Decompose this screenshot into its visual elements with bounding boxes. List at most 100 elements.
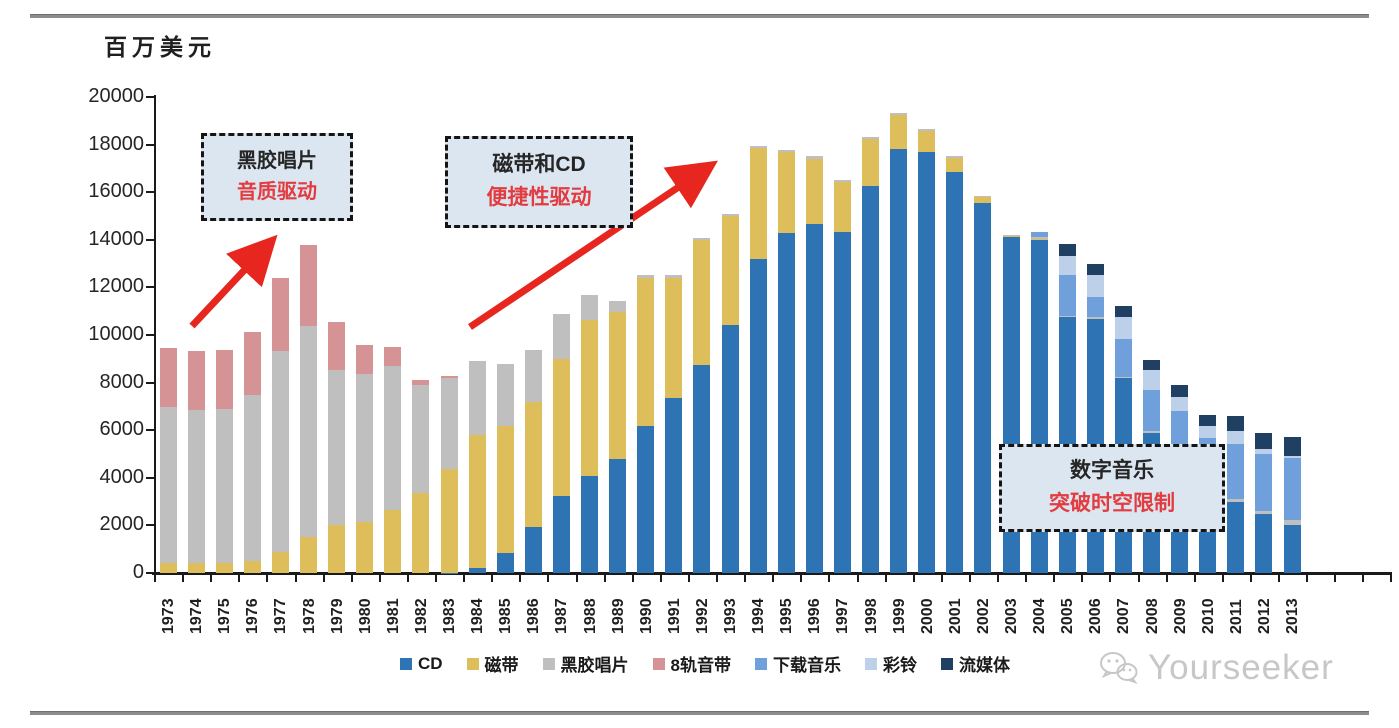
bar-segment-1976 — [243, 394, 261, 562]
bar-segment-1987 — [552, 496, 570, 573]
bar-segment-1998 — [862, 139, 879, 186]
legend-item: 彩铃 — [865, 651, 917, 676]
x-axis-tick — [631, 575, 634, 582]
bar-segment-1985 — [496, 364, 514, 427]
bar-segment-1987 — [552, 313, 570, 360]
x-axis-tick — [800, 575, 803, 582]
x-axis-tick — [350, 575, 353, 582]
bar-segment-2010 — [1199, 426, 1217, 438]
y-axis-unit-label: 百万美元 — [104, 34, 216, 60]
bar-segment-1976 — [243, 332, 261, 395]
bar-segment-1978 — [300, 326, 317, 538]
bar-segment-1997 — [833, 182, 851, 233]
x-axis-tick — [1390, 575, 1393, 582]
bar-segment-2009 — [1171, 384, 1189, 397]
x-axis-tick — [828, 575, 831, 582]
bar-segment-1974 — [187, 351, 205, 410]
watermark-brand: Yourseeker — [1148, 648, 1334, 687]
bar-segment-2009 — [1171, 396, 1189, 412]
x-axis-tick — [1165, 575, 1168, 582]
x-axis-label: 1974 — [188, 598, 206, 634]
bar-segment-2008 — [1143, 360, 1160, 370]
bar-segment-2000 — [918, 128, 936, 131]
bar-segment-2007 — [1114, 376, 1132, 379]
callout-digital-era: 数字音乐 突破时空限制 — [999, 444, 1225, 532]
x-axis-label: 1997 — [834, 598, 852, 634]
x-axis-tick — [519, 575, 522, 582]
bar-segment-2013 — [1283, 519, 1301, 525]
legend-item: CD — [399, 654, 443, 674]
x-axis-tick — [575, 575, 578, 582]
bar-segment-2011 — [1227, 498, 1245, 502]
bar-segment-2006 — [1086, 275, 1104, 297]
y-axis-tick — [146, 238, 154, 241]
watermark: Yourseeker — [1098, 648, 1334, 688]
callout-cd-era: 磁带和CD 便捷性驱动 — [445, 136, 633, 228]
x-axis-tick — [912, 575, 915, 582]
x-axis-tick — [491, 575, 494, 582]
bar-segment-2008 — [1143, 369, 1160, 390]
bar-segment-2000 — [918, 151, 936, 573]
y-axis-tick — [146, 96, 154, 98]
bar-segment-2005 — [1058, 244, 1076, 256]
callout-vinyl-title: 黑胶唱片 — [237, 150, 317, 172]
bar-segment-1980 — [356, 344, 374, 375]
bar-segment-1977 — [271, 551, 289, 573]
bar-segment-1998 — [862, 136, 879, 140]
x-axis-label: 1992 — [693, 598, 711, 634]
x-axis-label: 1978 — [300, 598, 318, 634]
bar-segment-1985 — [496, 552, 514, 573]
bar-segment-2004 — [1030, 238, 1048, 241]
bar-segment-2012 — [1255, 510, 1273, 514]
x-axis-label: 1982 — [412, 598, 430, 634]
bar-segment-1989 — [609, 459, 627, 573]
bar-segment-1989 — [609, 312, 627, 460]
x-axis-label: 1975 — [216, 598, 234, 634]
x-axis-label: 1988 — [581, 598, 599, 634]
bar-segment-1992 — [693, 237, 711, 240]
x-axis-tick — [463, 575, 466, 582]
bar-segment-1981 — [384, 366, 402, 510]
bar-segment-1982 — [412, 385, 430, 493]
x-axis-tick — [294, 575, 297, 582]
legend-item: 下载音乐 — [755, 651, 841, 676]
bar-segment-1974 — [187, 409, 205, 564]
x-axis-label: 1991 — [665, 598, 683, 634]
bar-segment-1991 — [665, 398, 683, 573]
x-axis-tick — [1193, 575, 1196, 582]
x-axis-tick — [884, 575, 887, 582]
x-axis-tick — [772, 575, 775, 582]
y-axis-label: 16000 — [88, 180, 144, 203]
bar-segment-2011 — [1227, 444, 1245, 499]
bar-segment-2005 — [1058, 275, 1076, 316]
bar-segment-1983 — [440, 572, 458, 574]
x-axis-label: 1984 — [469, 598, 487, 634]
x-axis-label: 2006 — [1087, 598, 1105, 634]
x-axis-label: 1979 — [328, 598, 346, 634]
y-axis-label: 6000 — [99, 418, 145, 441]
y-axis-label: 12000 — [88, 275, 144, 298]
x-axis-tick — [1306, 575, 1309, 582]
x-axis-label: 2008 — [1143, 598, 1161, 634]
x-axis-tick — [154, 575, 156, 582]
x-axis-label: 1985 — [497, 598, 515, 634]
bar-segment-1983 — [440, 377, 458, 470]
y-axis-tick — [146, 429, 154, 432]
x-axis-tick — [968, 575, 971, 582]
bar-segment-2006 — [1086, 317, 1104, 319]
x-axis-label: 1989 — [609, 598, 627, 634]
bar-segment-2005 — [1058, 255, 1076, 276]
bar-segment-1987 — [552, 359, 570, 497]
y-axis-tick — [146, 334, 154, 336]
bar-segment-1979 — [328, 369, 346, 526]
x-axis-tick — [1362, 575, 1365, 582]
bar-segment-1982 — [412, 380, 430, 386]
x-axis-tick — [744, 575, 747, 582]
bar-segment-1973 — [159, 407, 177, 564]
bar-segment-1993 — [721, 215, 739, 326]
bar-segment-1995 — [777, 150, 795, 153]
bar-segment-2001 — [946, 156, 964, 158]
legend-swatch-icon — [652, 657, 665, 670]
bar-segment-1999 — [890, 113, 908, 116]
bar-segment-1988 — [581, 320, 598, 477]
